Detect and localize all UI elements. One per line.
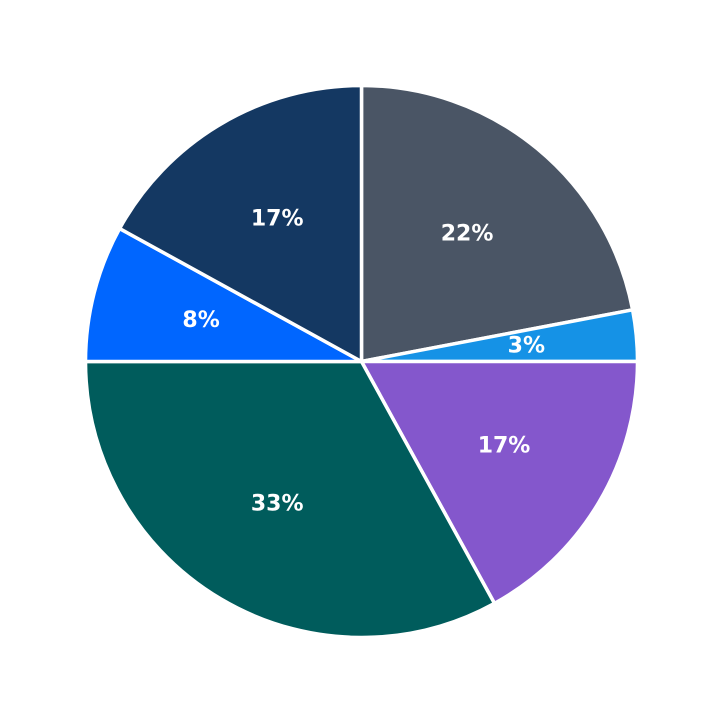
- slice-label-5: 17%: [251, 206, 304, 231]
- slice-label-0: 22%: [441, 221, 494, 246]
- slice-label-3: 33%: [251, 492, 304, 517]
- slice-label-4: 8%: [182, 308, 219, 333]
- pie-slice-5: [117, 83, 364, 364]
- slice-label-2: 17%: [478, 433, 531, 458]
- pie-labels: 22% 3% 17% 33% 8% 17%: [182, 206, 545, 516]
- slice-label-1: 3%: [508, 333, 545, 358]
- pie-slices: [83, 83, 640, 640]
- pie-slice-0: [359, 83, 635, 364]
- pie-slice-3: [83, 359, 497, 640]
- pie-slice-4: [83, 226, 364, 364]
- pie-slice-2: [359, 359, 640, 606]
